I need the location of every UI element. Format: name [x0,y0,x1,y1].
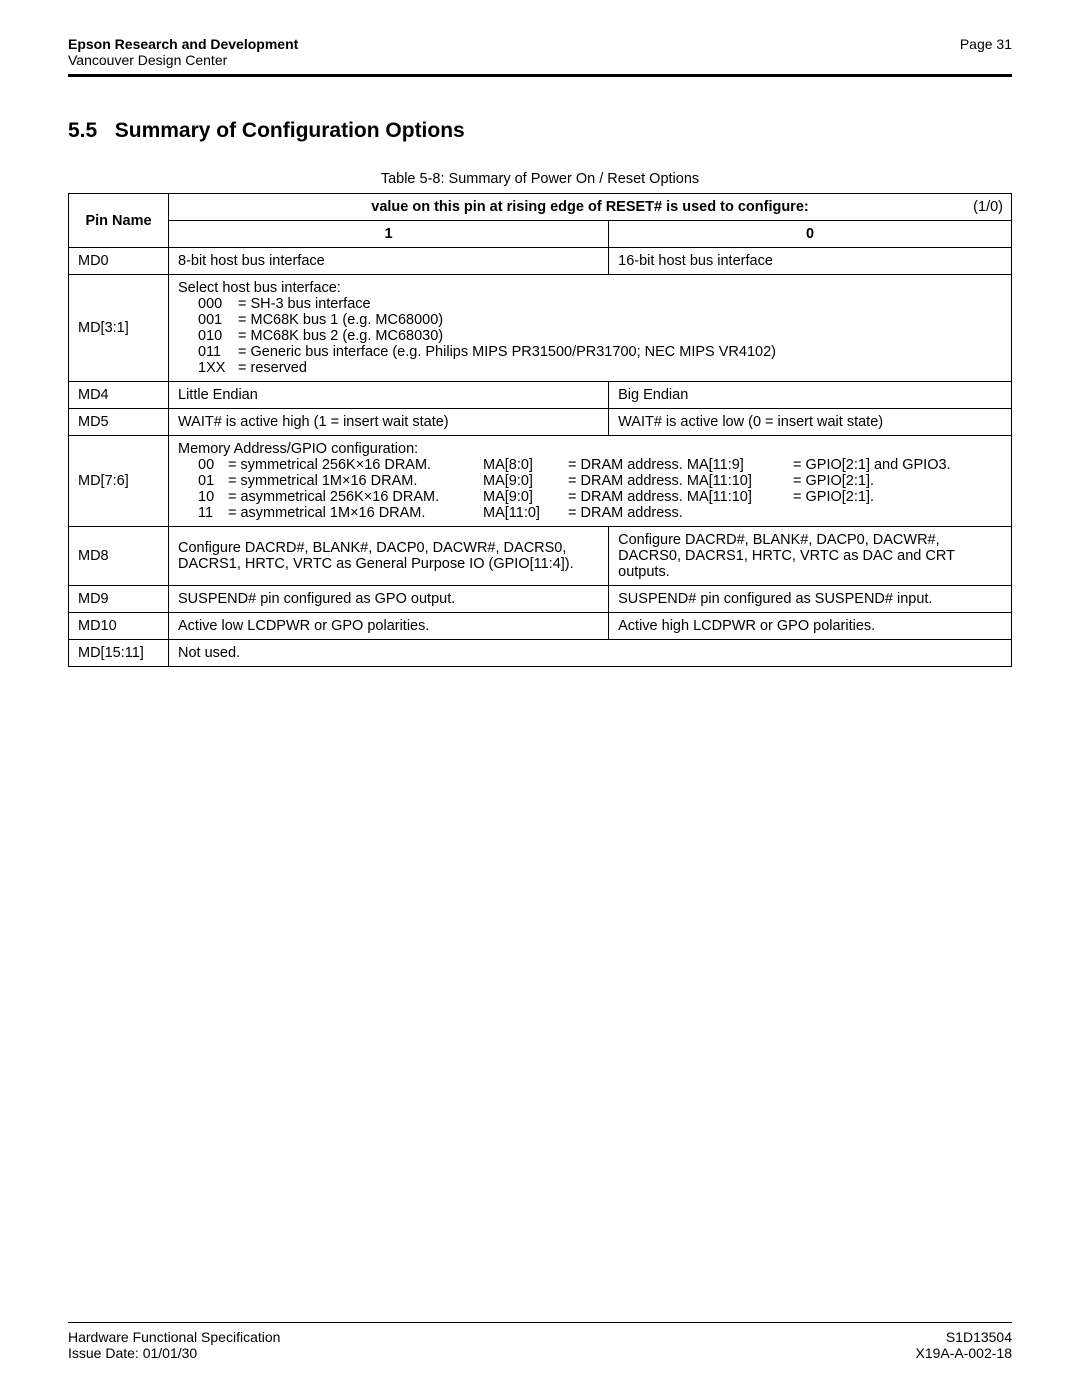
value-1-cell: WAIT# is active high (1 = insert wait st… [169,409,609,436]
content-spacer [68,667,1012,1322]
col-header-1: 1 [169,221,609,248]
table-row: MD[15:11] Not used. [69,640,1012,667]
value-1-cell: Configure DACRD#, BLANK#, DACP0, DACWR#,… [169,527,609,586]
pin-cell: MD[15:11] [69,640,169,667]
table-row: MD[7:6] Memory Address/GPIO configuratio… [69,436,1012,527]
value-0-cell: 16-bit host bus interface [609,248,1012,275]
value-0-cell: Big Endian [609,382,1012,409]
table-row: MD9 SUSPEND# pin configured as GPO outpu… [69,586,1012,613]
pin-cell: MD4 [69,382,169,409]
value-1-cell: 8-bit host bus interface [169,248,609,275]
table-row: MD4 Little Endian Big Endian [69,382,1012,409]
table-header-row-2: 1 0 [69,221,1012,248]
header-page: Page 31 [960,36,1012,52]
section-title-text: Summary of Configuration Options [115,119,465,142]
value-1-cell: Little Endian [169,382,609,409]
table-row: MD0 8-bit host bus interface 16-bit host… [69,248,1012,275]
footer-left: Hardware Functional Specification Issue … [68,1329,280,1361]
page-container: Epson Research and Development Vancouver… [0,0,1080,1397]
mem-list: 00= symmetrical 256K×16 DRAM.MA[8:0]= DR… [178,457,1002,521]
pin-cell: MD[3:1] [69,275,169,382]
pin-cell: MD9 [69,586,169,613]
footer-spec-title: Hardware Functional Specification [68,1329,280,1345]
table-row: MD10 Active low LCDPWR or GPO polarities… [69,613,1012,640]
value-1-cell: SUSPEND# pin configured as GPO output. [169,586,609,613]
not-used-cell: Not used. [169,640,1012,667]
header-left: Epson Research and Development Vancouver… [68,36,298,68]
bus-interface-cell: Select host bus interface: 000= SH-3 bus… [169,275,1012,382]
table-header-row-1: Pin Name value on this pin at rising edg… [69,194,1012,221]
footer-doc-number: X19A-A-002-18 [915,1345,1012,1361]
col-header-0: 0 [609,221,1012,248]
bus-intro: Select host bus interface: [178,280,1002,296]
pin-cell: MD10 [69,613,169,640]
col-header-tag: (1/0) [973,199,1003,215]
pin-cell: MD8 [69,527,169,586]
footer-right: S1D13504 X19A-A-002-18 [915,1329,1012,1361]
footer-rule [68,1322,1012,1323]
bus-list: 000= SH-3 bus interface 001= MC68K bus 1… [178,296,1002,376]
table-row: MD8 Configure DACRD#, BLANK#, DACP0, DAC… [69,527,1012,586]
footer-issue-date: Issue Date: 01/01/30 [68,1345,197,1361]
footer-part-number: S1D13504 [946,1329,1012,1345]
value-0-cell: Configure DACRD#, BLANK#, DACP0, DACWR#,… [609,527,1012,586]
page-header: Epson Research and Development Vancouver… [68,36,1012,72]
memory-config-cell: Memory Address/GPIO configuration: 00= s… [169,436,1012,527]
mem-intro: Memory Address/GPIO configuration: [178,441,1002,457]
pin-cell: MD[7:6] [69,436,169,527]
col-header-value: value on this pin at rising edge of RESE… [169,194,1012,221]
page-footer: Hardware Functional Specification Issue … [68,1329,1012,1361]
header-rule [68,74,1012,77]
pin-cell: MD5 [69,409,169,436]
value-0-cell: SUSPEND# pin configured as SUSPEND# inpu… [609,586,1012,613]
table-row: MD[3:1] Select host bus interface: 000= … [69,275,1012,382]
value-0-cell: WAIT# is active low (0 = insert wait sta… [609,409,1012,436]
table-caption: Table 5-8: Summary of Power On / Reset O… [68,171,1012,187]
col-header-value-text: value on this pin at rising edge of RESE… [371,199,808,215]
value-1-cell: Active low LCDPWR or GPO polarities. [169,613,609,640]
header-org: Epson Research and Development [68,36,298,52]
config-options-table: Pin Name value on this pin at rising edg… [68,193,1012,667]
col-header-pin: Pin Name [69,194,169,248]
value-0-cell: Active high LCDPWR or GPO polarities. [609,613,1012,640]
section-number: 5.5 [68,119,97,142]
header-suborg: Vancouver Design Center [68,52,227,68]
table-row: MD5 WAIT# is active high (1 = insert wai… [69,409,1012,436]
section-heading: 5.5 Summary of Configuration Options [68,119,1012,143]
pin-cell: MD0 [69,248,169,275]
